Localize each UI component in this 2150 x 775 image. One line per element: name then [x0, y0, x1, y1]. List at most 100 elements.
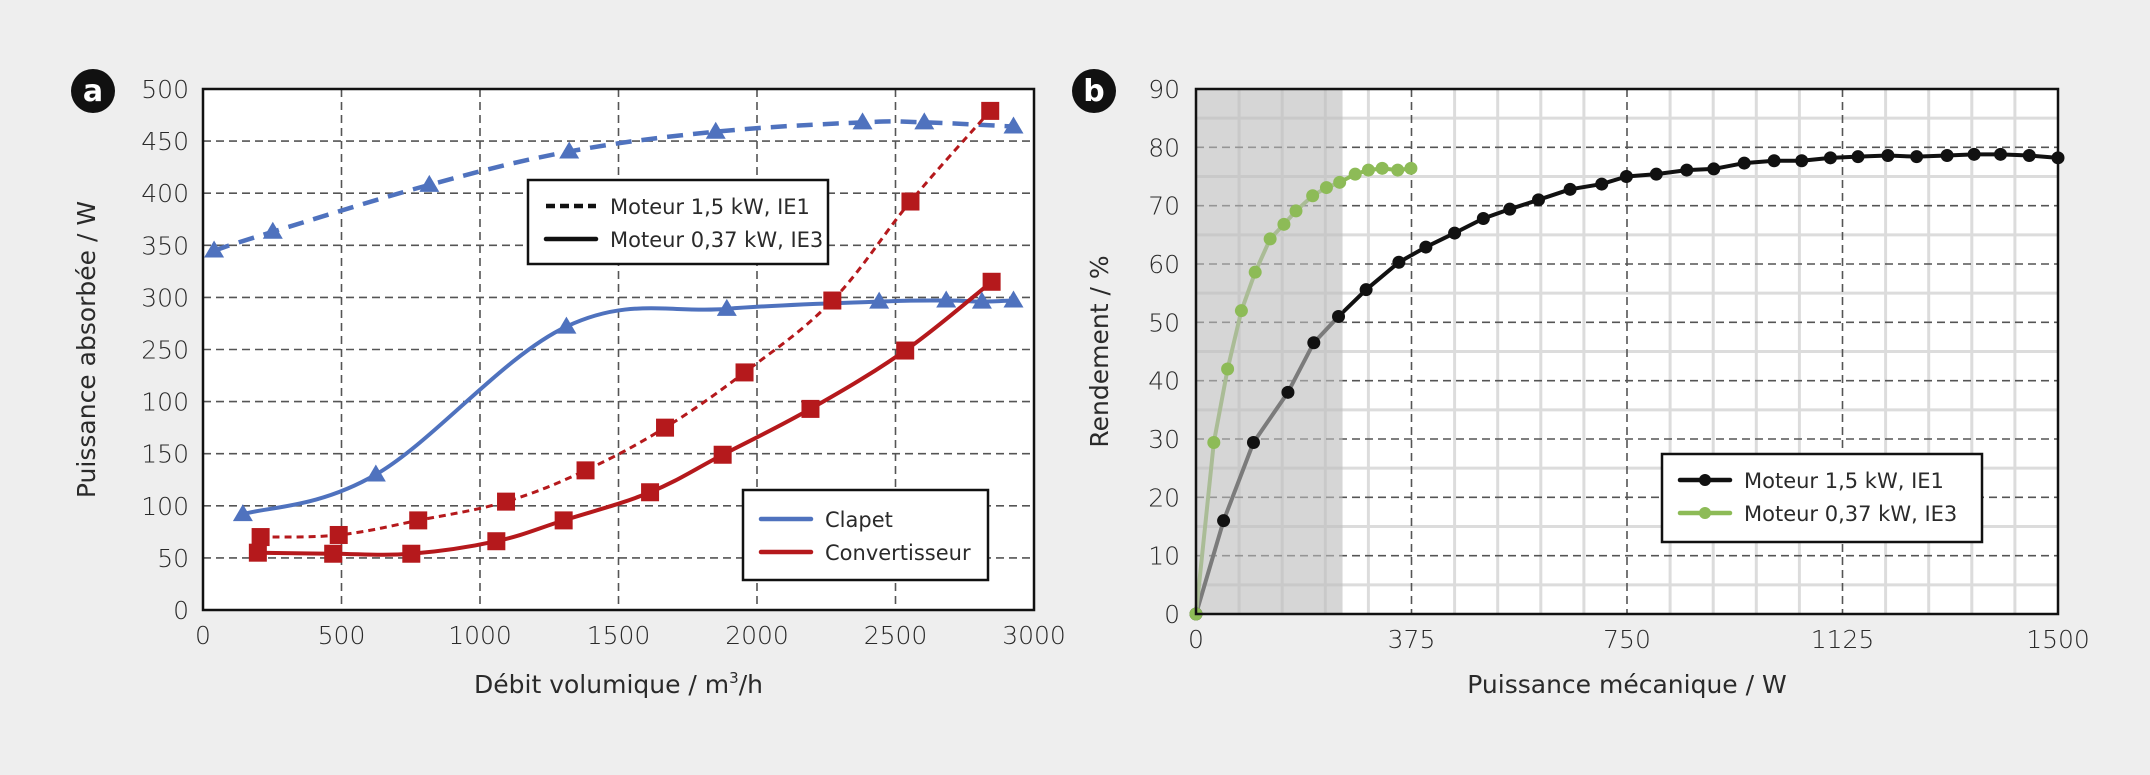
x-axis-title-main: Puissance mécanique / W	[1467, 670, 1786, 699]
plot-frame	[201, 87, 1036, 612]
data-point-triangle	[556, 316, 577, 334]
y-tick-label: 150	[141, 440, 189, 469]
data-point-square	[981, 101, 1000, 120]
panel-badge	[1072, 69, 1116, 113]
y-tick-label: 0	[173, 596, 189, 625]
y-tick-label: 300	[141, 283, 189, 312]
data-point-circle	[1503, 202, 1517, 216]
data-point-square	[248, 543, 267, 562]
data-point-triangle	[419, 174, 440, 192]
y-tick-label: 10	[1148, 542, 1180, 571]
y-tick-label: 50	[1148, 308, 1180, 337]
series-markers-2	[251, 101, 1000, 547]
y-tick-label: 100	[141, 492, 189, 521]
data-point-square	[982, 272, 1001, 291]
y-tick-label: 0	[1164, 600, 1180, 629]
data-point-circle	[1994, 147, 2008, 161]
data-point-circle	[1248, 265, 1262, 279]
y-axis-title: Puissance absorbée / W	[72, 201, 101, 498]
legend-marker-0	[1699, 474, 1711, 486]
x-axis-title: Puissance mécanique / W	[1467, 670, 1786, 699]
data-point-circle	[1619, 170, 1633, 183]
data-point-circle	[1392, 255, 1406, 269]
data-point-triangle	[262, 221, 283, 239]
x-axis-title-main: Débit volumique / m	[474, 670, 729, 699]
series-line-3	[257, 280, 993, 557]
data-point-circle	[1737, 156, 1751, 170]
legend-label: Convertisseur	[825, 541, 971, 565]
series-markers-1	[1189, 161, 1418, 621]
data-point-circle	[1404, 161, 1418, 175]
legend-top-center: Moteur 1,5 kW, IE1 Moteur 0,37 kW, IE3	[526, 178, 830, 266]
data-point-triangle	[971, 291, 992, 309]
data-point-triangle	[204, 240, 225, 258]
data-point-circle	[1263, 232, 1277, 246]
data-point-circle	[1375, 161, 1389, 175]
data-point-circle	[1595, 177, 1609, 191]
series-markers-0	[204, 112, 1024, 258]
data-point-square	[487, 532, 506, 551]
x-axis-title-sup: 3	[729, 669, 739, 687]
data-point-circle	[1361, 163, 1375, 177]
y-tick-label: 70	[1148, 192, 1180, 221]
panel-badge-label: a	[83, 74, 103, 109]
data-point-triangle	[936, 290, 957, 308]
y-tick-label: 30	[1148, 425, 1180, 454]
series-markers-1	[232, 290, 1024, 522]
chart-b: 0 375 750 1125 1500 0 10 20 30 40 50 60 70 80 90 Puissa…	[1072, 69, 2090, 699]
data-point-circle	[1532, 193, 1546, 207]
y-tick-label: 100	[141, 388, 189, 417]
y-tick-label: 40	[1148, 367, 1180, 396]
data-point-triangle	[716, 298, 737, 316]
data-point-square	[901, 192, 920, 211]
data-point-triangle	[1003, 116, 1024, 134]
legend-box	[1660, 452, 1984, 544]
y-axis-title: Rendement / %	[1085, 255, 1114, 447]
data-point-circle	[1851, 150, 1865, 164]
legend-label: Moteur 1,5 kW, IE1	[1744, 469, 1944, 493]
x-tick-label: 2000	[725, 621, 789, 650]
series-markers-3	[248, 272, 1001, 563]
data-point-circle	[1881, 149, 1895, 162]
panel-badge-label: b	[1083, 74, 1104, 109]
data-point-circle	[1476, 212, 1490, 225]
data-point-triangle	[852, 112, 873, 130]
data-point-circle	[1332, 310, 1346, 323]
data-point-square	[713, 445, 732, 464]
legend-label: Moteur 0,37 kW, IE3	[1744, 502, 1957, 526]
data-point-circle	[1680, 163, 1694, 177]
y-tick-label: 500	[141, 75, 189, 104]
data-point-circle	[1307, 336, 1321, 350]
data-point-square	[251, 528, 270, 547]
data-point-circle	[1767, 154, 1781, 168]
data-point-circle	[1391, 163, 1405, 177]
series-lines	[213, 109, 1014, 557]
data-point-circle	[1246, 436, 1260, 449]
data-point-circle	[1221, 362, 1235, 376]
data-point-square	[409, 511, 428, 530]
data-point-triangle	[1003, 290, 1024, 308]
data-point-square	[656, 418, 675, 437]
data-point-triangle	[914, 112, 935, 130]
y-tick-label: 250	[141, 336, 189, 365]
legend-marker-1	[1699, 507, 1711, 519]
chart-a: 0 500 1000 1500 2000 2500 3000 0 50 100 150 100 250 3…	[71, 69, 1066, 699]
data-point-triangle	[232, 504, 253, 522]
data-point-triangle	[705, 121, 726, 139]
x-tick-label: 1500	[2026, 625, 2090, 654]
legend-bottom-right: Clapet Convertisseur	[741, 488, 990, 582]
series-markers-0	[1189, 147, 2065, 621]
data-point-square	[497, 492, 516, 511]
data-point-triangle	[559, 141, 580, 159]
data-point-circle	[1289, 204, 1303, 218]
data-point-circle	[1306, 189, 1320, 203]
data-point-circle	[1348, 167, 1362, 181]
x-tick-label: 2500	[864, 621, 928, 650]
shaded-region	[1196, 89, 1343, 614]
x-tick-label: 0	[1188, 625, 1204, 654]
data-point-square	[554, 511, 573, 530]
data-point-circle	[1207, 436, 1221, 449]
data-point-circle	[1563, 182, 1577, 196]
data-point-circle	[1823, 151, 1837, 165]
